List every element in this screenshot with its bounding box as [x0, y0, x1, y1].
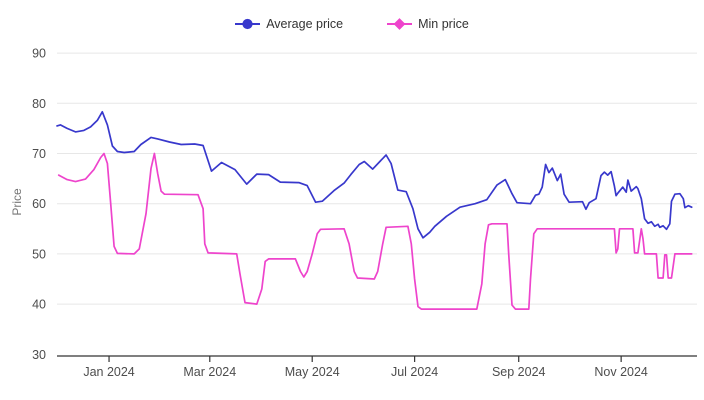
y-tick-label: 40 — [32, 298, 46, 312]
x-tick-label: Jan 2024 — [83, 365, 134, 379]
x-tick-label: Nov 2024 — [594, 365, 648, 379]
x-tick-label: May 2024 — [285, 365, 340, 379]
x-tick-label: Jul 2024 — [391, 365, 438, 379]
average-price-circle-icon — [235, 19, 261, 30]
series-line-average-price[interactable] — [56, 110, 693, 239]
y-tick-label: 80 — [32, 97, 46, 111]
legend-item-min-price[interactable]: Min price — [387, 18, 469, 31]
series-line-min-price[interactable] — [57, 152, 693, 310]
y-axis-title: Price — [10, 188, 24, 216]
x-tick-label: Mar 2024 — [183, 365, 236, 379]
y-tick-label: 30 — [32, 348, 46, 362]
axis-tick-labels: 30 40 50 60 70 80 90 Jan 2024 Mar 2024 May 2024 Ju… — [32, 47, 648, 379]
min-price-diamond-icon — [387, 18, 413, 31]
y-tick-label: 70 — [32, 147, 46, 161]
x-tick-label: Sep 2024 — [492, 365, 546, 379]
legend-item-average-price[interactable]: Average price — [235, 18, 343, 31]
x-axis — [57, 355, 697, 362]
series-lines — [56, 110, 693, 310]
legend-label-average-price: Average price — [266, 17, 344, 31]
y-tick-label: 60 — [32, 197, 46, 211]
y-tick-label: 50 — [32, 247, 46, 261]
y-tick-label: 90 — [32, 47, 46, 61]
gridlines — [57, 52, 697, 305]
chart-legend: Average price Min price — [0, 18, 704, 31]
legend-label-min-price: Min price — [418, 17, 469, 31]
